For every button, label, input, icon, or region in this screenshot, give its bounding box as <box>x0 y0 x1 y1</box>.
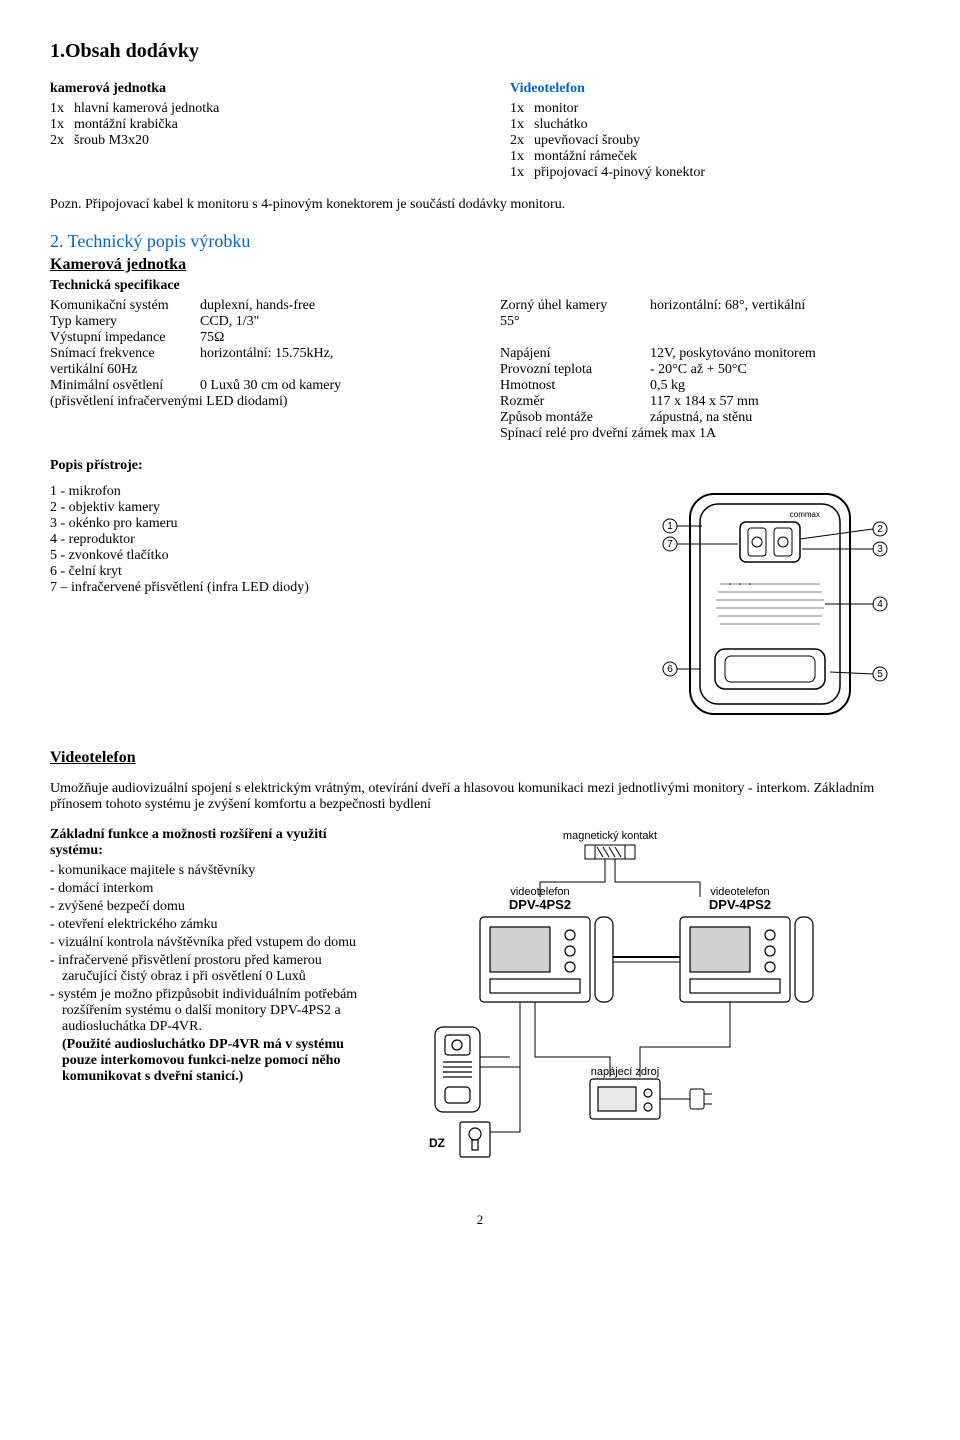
svg-text:5: 5 <box>877 669 883 680</box>
list-item: komunikace majitele s návštěvníky <box>50 863 360 879</box>
feature-bold-note: (Použité audiosluchátko DP-4VR má v syst… <box>50 1037 360 1085</box>
popis-list: 1 - mikrofon 2 - objektiv kamery 3 - oké… <box>50 484 600 596</box>
section1-title: 1.Obsah dodávky <box>50 40 910 63</box>
feature-list: Základní funkce a možnosti rozšíření a v… <box>50 827 360 1085</box>
svg-text:1: 1 <box>667 521 673 532</box>
pkg-left-head: kamerová jednotka <box>50 81 450 97</box>
videotelefon-head: Videotelefon <box>50 749 910 767</box>
list-item: 4 - reproduktor <box>50 532 600 548</box>
list-item: vizuální kontrola návštěvníka před vstup… <box>50 935 360 951</box>
section2-title: 2. Technický popis výrobku <box>50 231 910 252</box>
svg-text:DZ: DZ <box>429 1136 445 1150</box>
pkg-left-table: 1xhlavní kamerová jednotka 1xmontážní kr… <box>50 101 229 149</box>
brand-label: commax <box>790 510 820 519</box>
page-number: 2 <box>50 1212 910 1228</box>
list-item: 7 – infračervené přisvětlení (infra LED … <box>50 580 600 596</box>
svg-text:3: 3 <box>877 544 883 555</box>
popis-head: Popis přístroje: <box>50 458 910 474</box>
spec-right: Zorný úhel kameryhorizontální: 68°, vert… <box>500 298 910 442</box>
list-item: 3 - okénko pro kameru <box>50 516 600 532</box>
svg-text:7: 7 <box>667 539 673 550</box>
note-text: Pozn. Připojovací kabel k monitoru s 4-p… <box>50 197 910 213</box>
spec-columns: Komunikační systémduplexní, hands-free T… <box>50 298 910 442</box>
pkg-right-table: 1xmonitor 1xsluchátko 2xupevňovací šroub… <box>510 101 715 181</box>
svg-text:6: 6 <box>667 664 673 675</box>
list-item: infračervené přisvětlení prostoru před k… <box>50 953 360 985</box>
feature-list-head: Základní funkce a možnosti rozšíření a v… <box>50 827 360 859</box>
package-contents: kamerová jednotka 1xhlavní kamerová jedn… <box>50 81 910 181</box>
svg-text:4: 4 <box>877 599 883 610</box>
list-item: 6 - čelní kryt <box>50 564 600 580</box>
kamera-head: Kamerová jednotka <box>50 256 910 274</box>
pkg-right-head: Videotelefon <box>510 81 910 97</box>
spec-left: Komunikační systémduplexní, hands-free T… <box>50 298 460 442</box>
spec-head: Technická specifikace <box>50 278 910 294</box>
list-item: systém je možno přizpůsobit individuální… <box>50 987 360 1035</box>
list-item: 1 - mikrofon <box>50 484 600 500</box>
svg-text:napájecí zdroj: napájecí zdroj <box>591 1066 660 1078</box>
list-item: zvýšené bezpečí domu <box>50 899 360 915</box>
svg-text:DPV-4PS2: DPV-4PS2 <box>509 897 571 912</box>
list-item: 2 - objektiv kamery <box>50 500 600 516</box>
svg-text:2: 2 <box>877 524 883 535</box>
list-item: 5 - zvonkové tlačítko <box>50 548 600 564</box>
camera-unit-diagram: commax <box>630 484 910 729</box>
video-intro: Umožňuje audiovizuální spojení s elektri… <box>50 781 910 813</box>
svg-text:magnetický kontakt: magnetický kontakt <box>563 830 657 842</box>
list-item: domácí interkom <box>50 881 360 897</box>
svg-text:DPV-4PS2: DPV-4PS2 <box>709 897 771 912</box>
system-wiring-diagram: magnetický kontakt videotelefon DPV-4PS2… <box>380 827 910 1172</box>
list-item: otevření elektrického zámku <box>50 917 360 933</box>
